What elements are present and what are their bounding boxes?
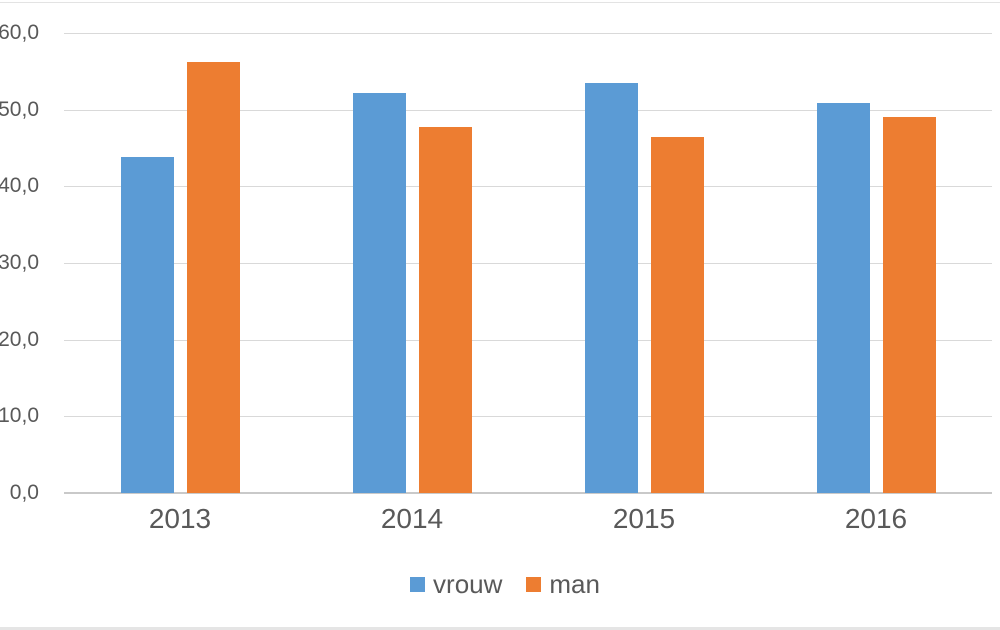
window-top-edge [0, 2, 1000, 3]
gridline-30 [64, 263, 992, 264]
gridline-60 [64, 33, 992, 34]
gridline-20 [64, 339, 992, 341]
legend-item-vrouw: vrouw [410, 569, 502, 600]
x-tick-label-2013: 2013 [148, 503, 212, 534]
x-tick-label-2016: 2016 [844, 503, 908, 534]
window-bottom-edge [0, 627, 1000, 630]
gridline-10 [64, 416, 992, 418]
bar-vrouw-2014 [352, 92, 406, 493]
y-tick-label-60: 60,0 [0, 21, 39, 44]
y-tick-label-50: 50,0 [0, 97, 39, 121]
chart-legend: vrouw man [5, 569, 1000, 600]
legend-label-man: man [549, 569, 600, 599]
x-axis-line [64, 492, 992, 494]
gridline-50 [64, 109, 992, 111]
bar-man-2015 [650, 137, 704, 493]
legend-label-vrouw: vrouw [433, 569, 503, 599]
bar-vrouw-2016 [816, 102, 870, 493]
bar-man-2016 [882, 116, 936, 493]
gridline-40 [64, 186, 992, 188]
y-tick-label-40: 40,0 [0, 174, 39, 198]
y-tick-label-30: 30,0 [0, 251, 39, 274]
x-tick-label-2015: 2015 [612, 503, 676, 534]
y-tick-label-0: 0,0 [9, 481, 39, 504]
bar-vrouw-2013 [120, 157, 174, 493]
y-tick-label-20: 20,0 [0, 327, 39, 351]
bar-man-2013 [186, 62, 240, 493]
y-tick-label-10: 10,0 [0, 404, 39, 428]
legend-item-man: man [526, 569, 600, 600]
x-tick-label-2014: 2014 [380, 503, 444, 534]
bar-man-2014 [418, 127, 472, 493]
bar-vrouw-2015 [584, 82, 638, 493]
legend-swatch-man [526, 577, 542, 592]
legend-swatch-vrouw [410, 577, 426, 592]
